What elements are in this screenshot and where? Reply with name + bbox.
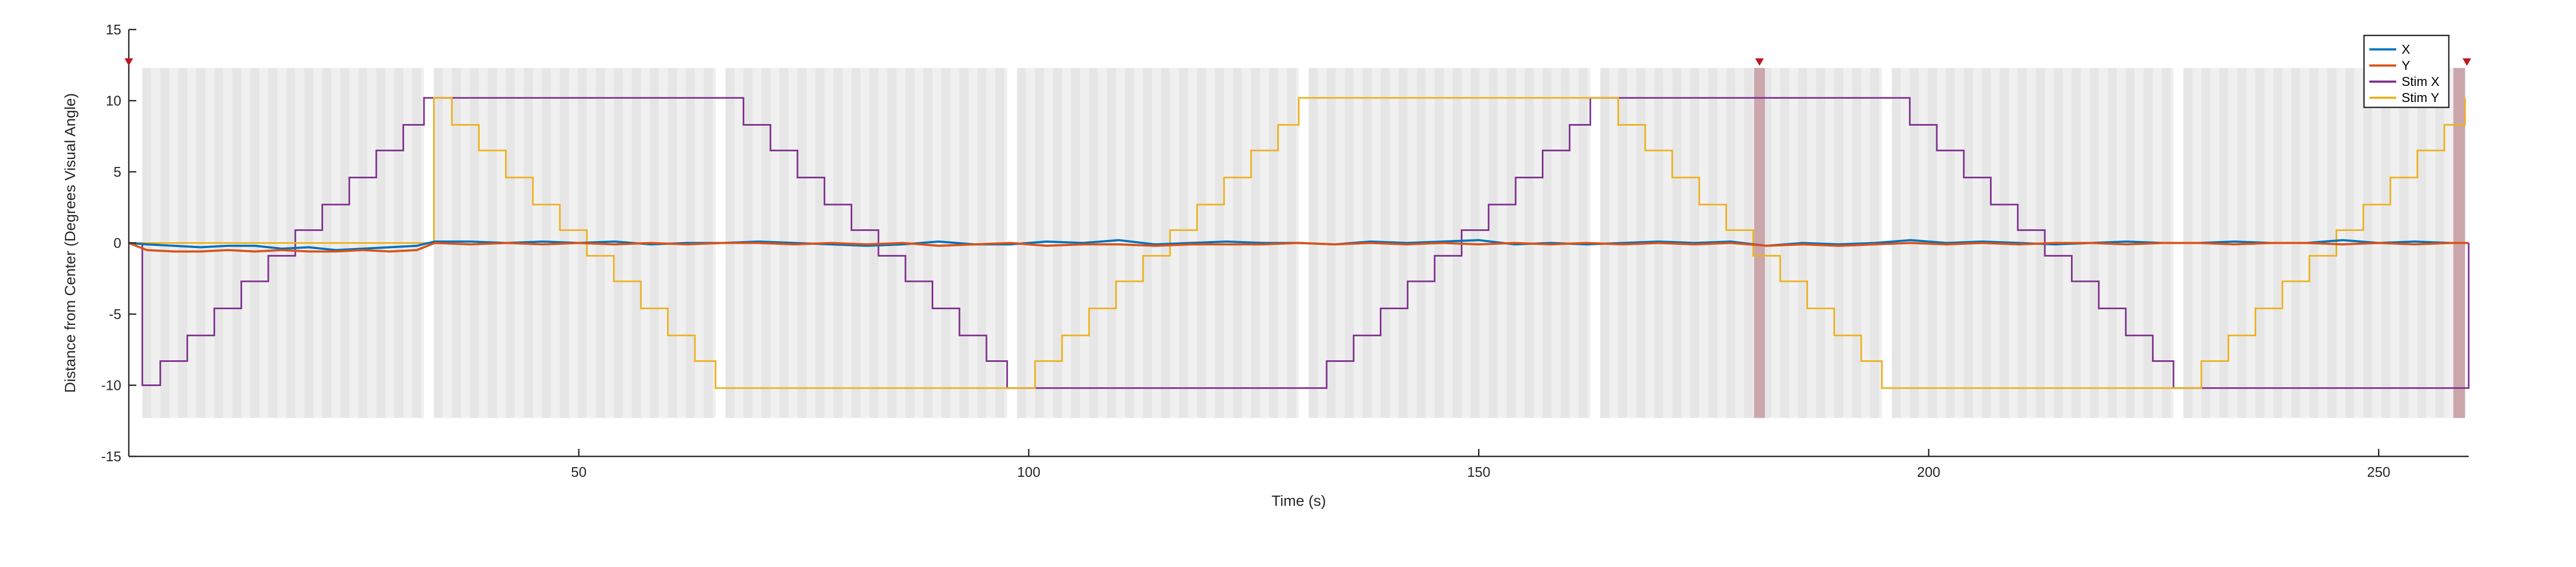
trial-window-stripe <box>1224 68 1233 418</box>
x-tick-label: 200 <box>1917 464 1940 480</box>
artifact-marker <box>1755 58 1764 66</box>
series-line-stim-x <box>129 97 2470 389</box>
trial-window-stripe <box>2228 68 2238 418</box>
legend-label-y: Y <box>2402 59 2410 73</box>
axes: -15 -10 -5 0 5 10 15 50 100 150 200 250 Time (s) Dist… <box>62 21 2471 509</box>
y-tick-label: 5 <box>114 164 121 180</box>
y-tick-label: -5 <box>109 306 121 322</box>
trial-window-stripe <box>2117 68 2126 418</box>
x-tick-label: 150 <box>1467 464 1490 480</box>
trial-window-stripe <box>1480 68 1489 418</box>
y-tick-label: -15 <box>101 448 121 464</box>
legend-label-stim-x: Stim X <box>2402 75 2440 89</box>
trial-window-stripe <box>532 68 542 418</box>
x-tick-label: 250 <box>2367 464 2390 480</box>
trial-window-stripe <box>932 68 942 418</box>
legend-box <box>2363 34 2450 108</box>
trial-window-stripe <box>1152 68 1161 418</box>
artifact-marker <box>2462 58 2471 66</box>
trial-window-stripe <box>2408 68 2418 418</box>
y-tick-label: 15 <box>106 21 121 38</box>
series-line-y <box>128 242 2469 253</box>
x-tick-label: 50 <box>571 464 587 480</box>
trial-window-stripe <box>860 68 870 418</box>
trial-window-stripe <box>460 68 470 418</box>
trial-window-stripe <box>1044 68 1053 418</box>
trial-window-stripe <box>605 68 614 418</box>
legend: XY Stim X Stim Y <box>2363 34 2450 108</box>
legend-label-x: X <box>2402 42 2410 57</box>
series-line-stim-y <box>129 97 2466 389</box>
artifact-marker <box>125 58 133 66</box>
y-tick-label: 10 <box>106 93 121 109</box>
x-axis-title: Time (s) <box>1271 492 1326 509</box>
trial-window-stripe <box>1116 68 1125 418</box>
series-layer <box>128 97 2470 389</box>
y-tick-label: -10 <box>101 377 121 394</box>
trial-window-stripe <box>1098 68 1107 418</box>
y-axis-title: Distance from Center (Degrees Visual Ang… <box>62 93 78 392</box>
artifact-window-1 <box>1754 68 1765 418</box>
trial-window-stripe <box>2336 68 2346 418</box>
y-tick-label: 0 <box>114 235 121 251</box>
trial-window-stripe <box>1771 68 1781 418</box>
x-tick-label: 100 <box>1017 464 1040 480</box>
legend-label-stim-y: Stim Y <box>2402 91 2439 105</box>
trial-window-stripe <box>968 68 978 418</box>
